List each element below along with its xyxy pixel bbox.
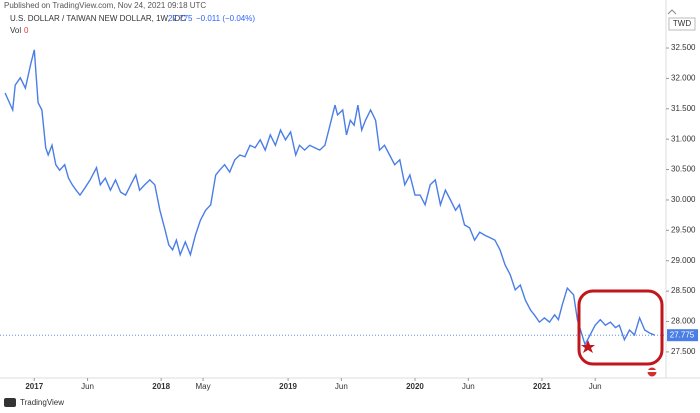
price-tag-label: 27.775 [670,330,695,339]
x-tick-label: May [195,382,210,391]
y-tick-label: 30.000 [671,195,696,204]
brand: TradingView [20,398,64,407]
x-tick-label: Jun [81,382,94,391]
x-tick-label: 2017 [25,382,43,391]
y-tick-label: 27.500 [671,347,696,356]
x-tick-label: Jun [335,382,348,391]
y-tick-label: 32.000 [671,74,696,83]
published: Published on TradingView.com, Nov 24, 20… [4,1,206,10]
y-tick-label: 29.000 [671,256,696,265]
x-tick-label: 2020 [406,382,424,391]
x-tick-label: 2019 [279,382,297,391]
y-tick-label: 31.000 [671,134,696,143]
x-tick-label: Jun [462,382,475,391]
y-unit: TWD [673,19,691,28]
price-tag [667,329,698,342]
flag-stripe [647,370,657,372]
x-tick-label: 2018 [152,382,170,391]
vol-label: Vol [10,26,21,35]
x-tick-label: 2021 [533,382,551,391]
y-tick-label: 29.500 [671,225,696,234]
plot: 27.500 28.000 28.500 29.000 29.500 30.000 30.5… [0,43,698,391]
y-tick-label: 30.500 [671,165,696,174]
y-tick-label: 32.500 [671,43,696,52]
change: −0.011 (−0.04%) [196,14,255,23]
price-line [4,49,656,347]
x-tick-label: Jun [589,382,602,391]
highlight-box [577,289,664,366]
y-tick-label: 28.500 [671,286,696,295]
last-price: 27.775 [168,14,193,23]
vol-value: 0 [24,26,29,35]
unit-box [668,17,696,31]
brand-logo [4,398,16,407]
y-tick-label: 31.500 [671,104,696,113]
star-marker [581,340,595,353]
y-tick-label: 28.000 [671,317,696,326]
symbol: U.S. DOLLAR / TAIWAN NEW DOLLAR, 1W, IDC [10,14,186,23]
scroll-icon [667,9,677,15]
